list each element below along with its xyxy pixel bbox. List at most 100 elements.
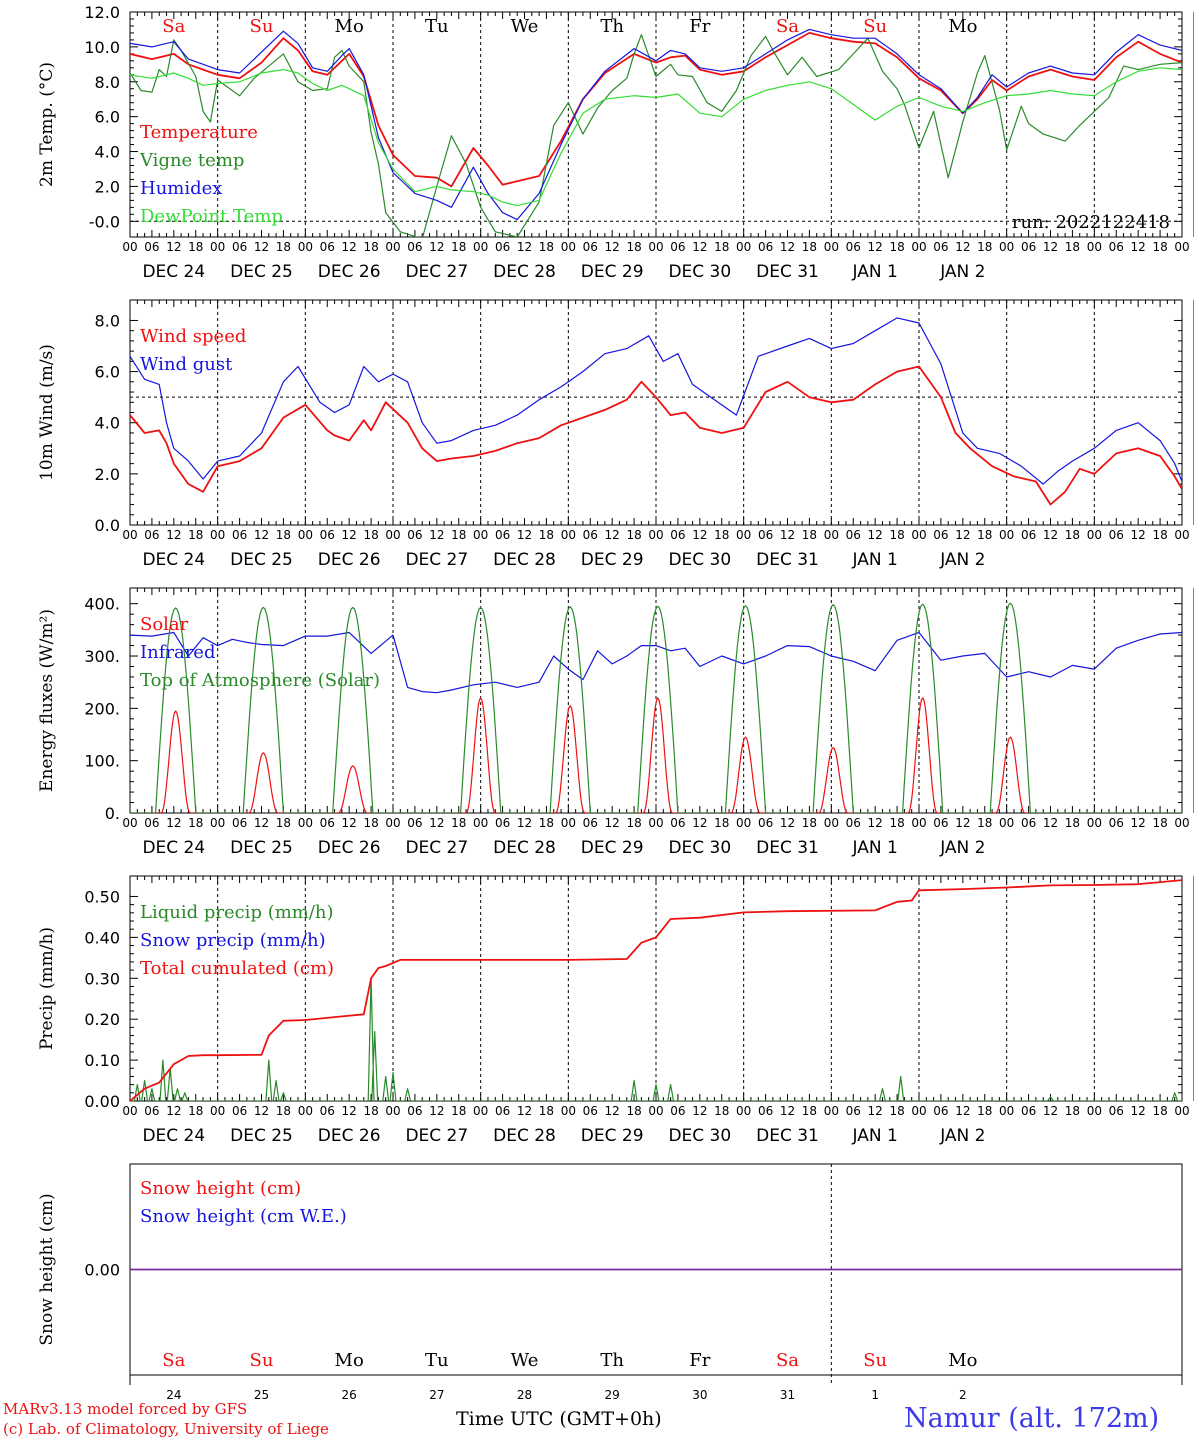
day-name-label: Sa <box>776 16 799 37</box>
hour-tick-label: 18 <box>1152 1104 1167 1118</box>
legend-entry: Liquid precip (mm/h) <box>140 902 334 923</box>
hour-tick-label: 18 <box>1065 528 1080 542</box>
date-label: DEC 25 <box>230 262 293 282</box>
hour-tick-label: 12 <box>780 1104 795 1118</box>
hour-tick-label: 12 <box>166 816 181 830</box>
hour-tick-label: 00 <box>298 1104 313 1118</box>
series-top-of-atmosphere-solar <box>130 602 1182 813</box>
day-name-label: Su <box>250 16 274 37</box>
series-solar <box>130 697 1182 813</box>
hour-tick-label: 00 <box>385 240 400 254</box>
hour-tick-label: 18 <box>626 528 641 542</box>
panel-2: 0.0 2.0 4.0 6.0 8.0 10m Wind (m/s) Wind speed W… <box>37 299 1194 570</box>
hour-tick-label: 06 <box>232 528 247 542</box>
date-label: DEC 24 <box>142 550 205 570</box>
y-tick-label: 4.0 <box>95 143 120 162</box>
hour-tick-label: 00 <box>1087 1104 1102 1118</box>
hour-tick-label: 06 <box>320 528 335 542</box>
hour-tick-label: 00 <box>561 816 576 830</box>
hour-tick-label: 00 <box>736 1104 751 1118</box>
hour-tick-label: 00 <box>999 528 1014 542</box>
day-name-label: Fr <box>689 1350 710 1371</box>
hour-tick-label: 12 <box>254 528 269 542</box>
hour-tick-label: 00 <box>385 528 400 542</box>
legend-entry: Infrared <box>140 642 215 663</box>
hour-tick-label: 00 <box>473 1104 488 1118</box>
hour-tick-label: 00 <box>911 1104 926 1118</box>
hour-tick-label: 00 <box>122 1104 137 1118</box>
hour-tick-label: 12 <box>868 240 883 254</box>
hour-tick-label: 06 <box>495 240 510 254</box>
date-label: DEC 28 <box>493 262 556 282</box>
hour-tick-label: 18 <box>363 1104 378 1118</box>
y-axis-label: 10m Wind (m/s) <box>37 344 57 481</box>
hour-tick-label: 12 <box>429 240 444 254</box>
y-tick-label: 300. <box>84 647 120 666</box>
day-name-label: Fr <box>689 16 710 37</box>
hour-tick-label: 12 <box>254 240 269 254</box>
legend-entry: Solar <box>140 614 189 635</box>
day-name-label: Tu <box>425 16 449 37</box>
hour-tick-label: 12 <box>1131 528 1146 542</box>
hour-tick-label: 12 <box>1043 240 1058 254</box>
date-label: DEC 30 <box>668 838 731 858</box>
series-infrared <box>130 631 1182 694</box>
hour-tick-label: 12 <box>342 816 357 830</box>
hour-tick-label: 00 <box>1174 1104 1189 1118</box>
hour-tick-label: 06 <box>1021 1104 1036 1118</box>
hour-tick-label: 06 <box>758 1104 773 1118</box>
hour-tick-label: 00 <box>999 1104 1014 1118</box>
y-tick-label: 100. <box>84 752 120 771</box>
hour-tick-label: 12 <box>342 240 357 254</box>
legend-entry: Temperature <box>140 122 258 143</box>
hour-tick-label: 18 <box>451 528 466 542</box>
y-tick-label: 200. <box>84 699 120 718</box>
hour-tick-label: 12 <box>166 240 181 254</box>
hour-tick-label: 12 <box>955 1104 970 1118</box>
day-number-label: 27 <box>429 1388 444 1402</box>
hour-tick-label: 12 <box>868 816 883 830</box>
hour-tick-label: 12 <box>780 816 795 830</box>
series-temperature <box>130 32 1182 188</box>
hour-tick-label: 00 <box>911 528 926 542</box>
y-tick-label: 12.0 <box>84 3 120 22</box>
date-label: JAN 2 <box>939 550 985 570</box>
hour-tick-label: 18 <box>363 816 378 830</box>
hour-tick-label: 06 <box>670 528 685 542</box>
date-label: DEC 27 <box>405 838 468 858</box>
hour-tick-label: 18 <box>977 240 992 254</box>
hour-tick-label: 12 <box>780 528 795 542</box>
hour-tick-label: 00 <box>298 528 313 542</box>
hour-tick-label: 12 <box>868 528 883 542</box>
day-name-label: Su <box>250 1350 274 1371</box>
date-label: DEC 24 <box>142 1126 205 1146</box>
hour-tick-label: 00 <box>648 816 663 830</box>
hour-tick-label: 06 <box>1109 1104 1124 1118</box>
day-name-label: Sa <box>162 16 185 37</box>
hour-tick-label: 12 <box>517 816 532 830</box>
hour-tick-label: 18 <box>714 240 729 254</box>
hour-tick-label: 18 <box>977 528 992 542</box>
hour-tick-label: 00 <box>210 240 225 254</box>
hour-tick-label: 06 <box>232 816 247 830</box>
hour-tick-label: 00 <box>210 816 225 830</box>
y-tick-label: 0.00 <box>84 1261 120 1280</box>
day-number-label: 2 <box>959 1388 967 1402</box>
hour-tick-label: 18 <box>451 816 466 830</box>
y-axis-label: 2m Temp. (°C) <box>37 62 57 187</box>
hour-tick-label: 12 <box>1043 528 1058 542</box>
date-label: DEC 26 <box>318 838 381 858</box>
hour-tick-label: 00 <box>122 240 137 254</box>
hour-tick-label: 06 <box>144 1104 159 1118</box>
hour-tick-label: 18 <box>626 240 641 254</box>
lab-credit: (c) Lab. of Climatology, University of L… <box>3 1420 329 1438</box>
date-label: JAN 2 <box>939 262 985 282</box>
y-tick-label: 0.40 <box>84 928 120 947</box>
hour-tick-label: 12 <box>517 1104 532 1118</box>
day-name-label: Mo <box>335 1350 364 1371</box>
date-label: DEC 31 <box>756 550 819 570</box>
hour-tick-label: 00 <box>561 240 576 254</box>
series-group <box>130 602 1182 813</box>
hour-tick-label: 12 <box>605 816 620 830</box>
date-label: DEC 27 <box>405 262 468 282</box>
